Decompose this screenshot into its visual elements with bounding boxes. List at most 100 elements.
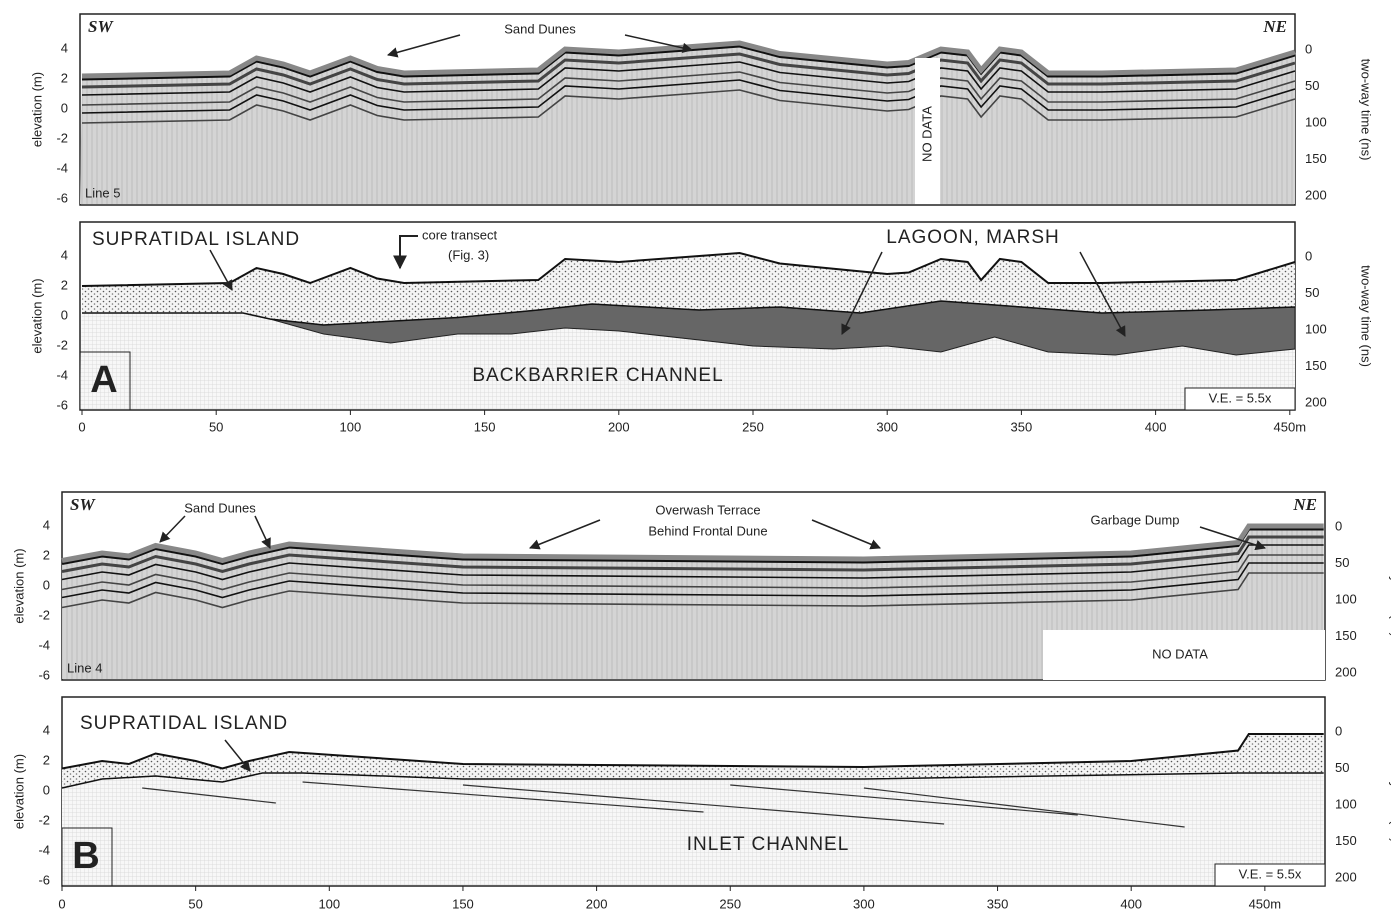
- time-tick-label: 100: [1335, 591, 1357, 606]
- foreset: [142, 787, 276, 804]
- arrow: [624, 34, 694, 54]
- elevation-tick-label: -2: [56, 337, 68, 352]
- distance-tick-label: 250: [719, 896, 741, 911]
- unit-label: SUPRATIDAL ISLAND: [80, 713, 288, 734]
- time-tick-label: 0: [1335, 723, 1342, 738]
- time-tick-label: 200: [1335, 869, 1357, 884]
- elevation-axis-title: elevation (m): [11, 548, 26, 623]
- reflector: [61, 535, 1324, 574]
- distance-tick-label: 350: [1011, 419, 1033, 434]
- channel-label: BACKBARRIER CHANNEL: [472, 365, 723, 386]
- elevation-tick-label: -6: [56, 397, 68, 412]
- arrow: [1199, 526, 1266, 551]
- elevation-tick-label: -6: [38, 872, 50, 887]
- time-tick-label: 200: [1305, 394, 1327, 409]
- time-tick-label: 100: [1335, 796, 1357, 811]
- terrace-label-2: Behind Frontal Dune: [648, 523, 767, 538]
- reflector: [61, 527, 1324, 566]
- elevation-tick-label: 2: [61, 277, 68, 292]
- distance-tick-label: 200: [608, 419, 630, 434]
- arrow: [811, 519, 881, 550]
- elevation-tick-label: 4: [61, 247, 68, 262]
- reflector: [61, 554, 1324, 591]
- ne-label: NE: [1292, 495, 1317, 514]
- no-data: NO DATA: [919, 106, 934, 162]
- dunes-label: Sand Dunes: [504, 21, 576, 36]
- core-ref: (Fig. 3): [448, 247, 489, 262]
- elevation-tick-label: 2: [43, 752, 50, 767]
- core-label: core transect: [422, 227, 498, 242]
- time-tick-label: 150: [1305, 358, 1327, 373]
- dump-label: Garbage Dump: [1091, 512, 1180, 527]
- terrace-label: Overwash Terrace: [655, 502, 760, 517]
- time-tick-label: 0: [1305, 41, 1312, 56]
- unit-label: SUPRATIDAL ISLAND: [92, 229, 300, 250]
- distance-tick-label: 450m: [1249, 896, 1282, 911]
- reflector: [81, 61, 1296, 96]
- distance-tick-label: 200: [586, 896, 608, 911]
- line-label: Line 4: [67, 660, 102, 675]
- arrow: [224, 739, 251, 772]
- time-axis-title: two-way time (ns): [1359, 265, 1374, 367]
- distance-tick-label: 300: [876, 419, 898, 434]
- elevation-tick-label: 2: [43, 547, 50, 562]
- elevation-tick-label: 0: [61, 307, 68, 322]
- time-axis-title: two-way time (ns): [1389, 535, 1391, 637]
- distance-tick-label: 300: [853, 896, 875, 911]
- sw-label: SW: [70, 495, 96, 514]
- arrow: [1079, 251, 1126, 337]
- elevation-tick-label: 2: [61, 70, 68, 85]
- arrow: [529, 519, 601, 550]
- distance-tick-label: 50: [209, 419, 223, 434]
- time-tick-label: 200: [1305, 187, 1327, 202]
- reflector: [61, 544, 1324, 581]
- distance-tick-label: 400: [1120, 896, 1142, 911]
- foreset: [863, 787, 1185, 828]
- time-tick-label: 0: [1335, 518, 1342, 533]
- reflector: [81, 71, 1296, 106]
- elevation-tick-label: -6: [38, 667, 50, 682]
- elevation-tick-label: 4: [43, 722, 50, 737]
- arrow: [159, 515, 186, 543]
- time-tick-label: 50: [1335, 555, 1349, 570]
- distance-tick-label: 250: [742, 419, 764, 434]
- elevation-axis-title: elevation (m): [29, 72, 44, 147]
- ne-label: NE: [1262, 17, 1287, 36]
- time-axis-title: two-way time (ns): [1359, 59, 1374, 161]
- elevation-tick-label: 4: [61, 40, 68, 55]
- elevation-tick-label: 4: [43, 517, 50, 532]
- unit-boundary: [61, 772, 1324, 789]
- ve-box: [1214, 863, 1326, 887]
- time-tick-label: 200: [1335, 664, 1357, 679]
- arrow: [386, 34, 461, 58]
- time-tick-label: 150: [1305, 151, 1327, 166]
- foreset: [462, 784, 945, 825]
- surface: [61, 733, 1324, 770]
- elevation-axis-title: elevation (m): [11, 754, 26, 829]
- time-tick-label: 0: [1305, 248, 1312, 263]
- distance-tick-label: 100: [340, 419, 362, 434]
- letter-box: [79, 351, 131, 411]
- arrow: [209, 249, 233, 291]
- elevation-tick-label: 0: [61, 100, 68, 115]
- distance-tick-label: 150: [452, 896, 474, 911]
- letter-box: [61, 827, 113, 887]
- time-tick-label: 150: [1335, 628, 1357, 643]
- distance-tick-label: 0: [78, 419, 85, 434]
- reflector: [61, 562, 1324, 599]
- distance-tick-label: 400: [1145, 419, 1167, 434]
- elevation-tick-label: -6: [56, 190, 68, 205]
- dunes-label: Sand Dunes: [184, 500, 256, 515]
- ve-label: V.E. = 5.5x: [1209, 390, 1272, 405]
- reflector: [81, 79, 1296, 114]
- distance-tick-label: 0: [58, 896, 65, 911]
- radar-section: [80, 46, 1295, 204]
- no-data-gap: [915, 58, 940, 204]
- time-tick-label: 100: [1305, 114, 1327, 129]
- distance-tick-label: 450m: [1274, 419, 1307, 434]
- no-data: NO DATA: [1152, 646, 1208, 661]
- time-tick-label: 50: [1335, 760, 1349, 775]
- channel-label: INLET CHANNEL: [687, 834, 850, 855]
- no-data-box: [1043, 630, 1325, 680]
